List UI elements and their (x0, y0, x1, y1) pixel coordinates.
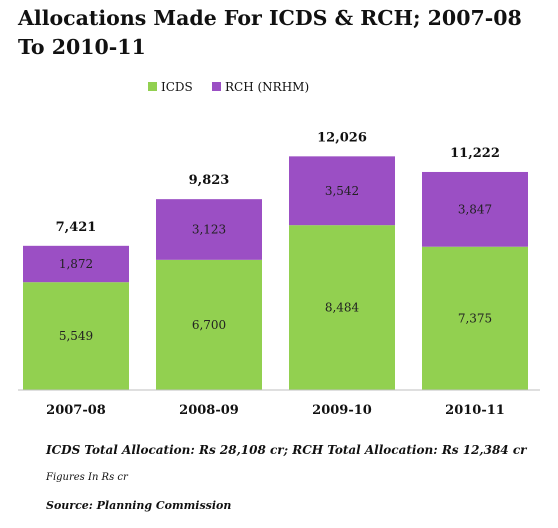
data-label: 3,123 (192, 222, 226, 236)
data-label: 1,872 (59, 257, 93, 271)
units-note: Figures In Rs cr (46, 472, 128, 483)
total-label: 12,026 (317, 130, 367, 145)
bar-icds-2007-08 (23, 282, 129, 390)
data-label: 6,700 (192, 318, 226, 332)
x-tick-labels: 2007-08 2008-09 2009-10 2010-11 (46, 403, 505, 418)
legend-label-2: RCH (NRHM) (225, 80, 309, 94)
total-label: 11,222 (450, 146, 500, 161)
data-label: 3,542 (325, 184, 359, 198)
data-label: 5,549 (59, 329, 93, 343)
legend-label-1: ICDS (161, 80, 193, 94)
x-tick-label: 2010-11 (445, 403, 505, 418)
chart-title: Allocations Made For ICDS & RCH; 2007-08… (18, 6, 522, 59)
bar-rch-nrhm-2010-11 (422, 171, 528, 247)
data-label: 3,847 (458, 202, 492, 216)
total-allocation-note: ICDS Total Allocation: Rs 28,108 cr; RCH… (46, 443, 527, 457)
legend: ICDS RCH (NRHM) (148, 80, 309, 94)
legend-swatch-1 (148, 82, 157, 91)
legend-swatch-2 (212, 82, 221, 91)
data-label: 8,484 (325, 301, 360, 315)
x-tick-label: 2007-08 (46, 403, 106, 418)
x-tick-label: 2008-09 (179, 403, 239, 418)
source-note: Source: Planning Commission (46, 499, 232, 512)
x-tick-label: 2009-10 (312, 403, 372, 418)
bar-icds-2010-11 (422, 246, 528, 390)
bars: 5,549 1,872 7,421 6,700 3,123 9,823 8,484 3,542… (23, 130, 528, 390)
bar-rch-nrhm-2009-10 (289, 156, 395, 226)
stacked-bar-chart: ICDS RCH (NRHM) 5,549 1,872 7,421 6,700 3,123… (18, 80, 540, 418)
total-label: 9,823 (189, 173, 230, 188)
bar-rch-nrhm-2007-08 (23, 245, 129, 283)
bar-icds-2008-09 (156, 259, 262, 390)
bar-icds-2009-10 (289, 225, 395, 390)
bar-rch-nrhm-2008-09 (156, 199, 262, 260)
data-label: 7,375 (458, 311, 492, 325)
total-label: 7,421 (56, 220, 97, 235)
